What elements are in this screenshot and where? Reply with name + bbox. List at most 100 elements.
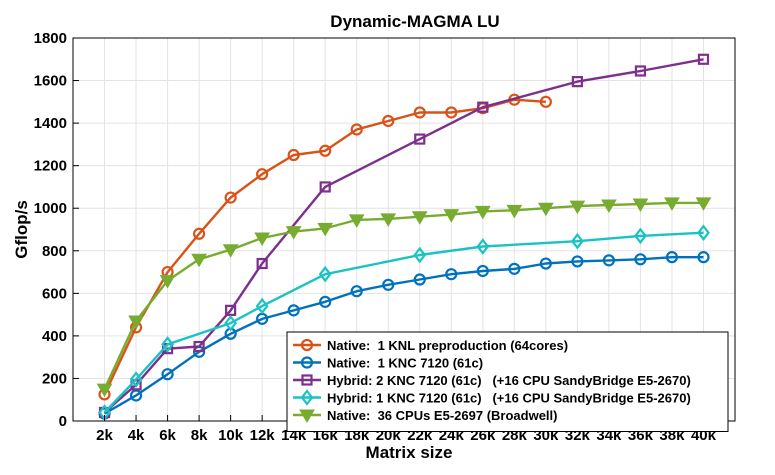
data-point xyxy=(445,106,458,119)
series-layer xyxy=(96,53,712,421)
y-tick-label: 1200 xyxy=(34,158,67,175)
data-point xyxy=(571,255,584,268)
data-point xyxy=(414,133,426,145)
legend-label: Native: 36 CPUs E5-2697 (Broadwell) xyxy=(327,408,557,423)
data-point xyxy=(256,257,268,270)
data-point xyxy=(256,168,269,181)
legend-label: Hybrid: 2 KNC 7120 (61c) (+16 CPU SandyB… xyxy=(327,373,691,388)
legend: Native: 1 KNL preproduction (64cores) Nat… xyxy=(286,331,729,432)
data-point xyxy=(287,304,300,317)
data-point xyxy=(570,232,584,250)
data-point xyxy=(348,214,365,228)
data-point xyxy=(129,371,143,388)
data-point xyxy=(477,101,489,113)
data-point xyxy=(224,314,238,332)
data-point xyxy=(255,297,269,315)
series-0 xyxy=(98,93,552,401)
y-tick-label: 1800 xyxy=(34,30,67,47)
legend-label: Native: 1 KNL preproduction (64cores) xyxy=(327,338,568,353)
data-point xyxy=(476,264,489,278)
y-tick-label: 1400 xyxy=(34,115,67,132)
data-point xyxy=(569,200,586,215)
legend-entry: Native: 1 KNC 7120 (61c) xyxy=(293,356,483,371)
data-point xyxy=(382,278,395,291)
x-tick-label: 6k xyxy=(159,427,176,444)
x-tick-label: 8k xyxy=(191,427,208,444)
legend-marker xyxy=(300,338,314,352)
data-point xyxy=(161,336,174,353)
data-point xyxy=(285,226,302,240)
data-point xyxy=(350,285,363,298)
data-point xyxy=(319,181,331,193)
data-point xyxy=(445,268,458,281)
x-tick-label: 4k xyxy=(128,427,145,444)
data-point xyxy=(697,224,710,241)
data-point xyxy=(634,65,647,77)
data-point xyxy=(506,204,523,219)
data-point xyxy=(508,262,521,275)
data-point xyxy=(413,246,427,264)
data-point xyxy=(601,199,617,214)
data-point xyxy=(159,275,176,289)
data-point xyxy=(380,213,397,227)
data-point xyxy=(632,198,649,212)
x-axis-title: Matrix size xyxy=(366,443,453,462)
data-point xyxy=(695,197,712,211)
data-point xyxy=(571,76,583,88)
data-point xyxy=(350,123,363,136)
y-tick-label: 200 xyxy=(42,370,67,387)
data-point xyxy=(224,191,237,204)
x-tick-label: 12k xyxy=(250,427,276,444)
legend-entry: Hybrid: 1 KNC 7120 (61c) (+16 CPU SandyB… xyxy=(293,389,691,406)
data-point xyxy=(129,389,143,402)
data-point xyxy=(161,368,174,381)
y-tick-label: 0 xyxy=(59,413,67,430)
data-point xyxy=(697,53,710,65)
data-point xyxy=(191,253,207,268)
y-tick-label: 1000 xyxy=(34,200,67,217)
y-tick-label: 1600 xyxy=(34,73,67,90)
legend-marker xyxy=(299,409,315,423)
legend-label: Hybrid: 1 KNC 7120 (61c) (+16 CPU SandyB… xyxy=(327,391,691,406)
data-point xyxy=(96,383,113,398)
data-point xyxy=(192,227,206,240)
data-point xyxy=(537,202,554,217)
data-point xyxy=(411,211,428,225)
legend-label: Native: 1 KNC 7120 (61c) xyxy=(327,356,483,371)
legend-entry: Hybrid: 2 KNC 7120 (61c) (+16 CPU SandyB… xyxy=(293,373,691,388)
x-tick-label: 10k xyxy=(218,427,244,444)
legend-marker xyxy=(300,389,314,406)
data-point xyxy=(413,273,426,286)
legend-marker xyxy=(301,374,313,386)
data-point xyxy=(413,106,426,119)
data-point xyxy=(287,148,300,162)
data-point xyxy=(128,315,144,329)
data-point xyxy=(254,232,271,247)
y-tick-label: 400 xyxy=(42,328,67,345)
data-point xyxy=(664,197,680,211)
data-point xyxy=(634,253,647,266)
x-tick-label: 2k xyxy=(96,427,113,444)
y-tick-label: 600 xyxy=(42,285,67,302)
series-line xyxy=(103,58,704,414)
data-point xyxy=(317,222,334,237)
data-point xyxy=(539,257,552,270)
legend-marker xyxy=(300,356,314,369)
data-point xyxy=(476,238,490,255)
data-point xyxy=(193,340,205,353)
data-point xyxy=(319,144,332,157)
data-point xyxy=(382,114,395,128)
legend-entry: Native: 36 CPUs E5-2697 (Broadwell) xyxy=(293,408,557,423)
series-4 xyxy=(96,197,712,398)
data-point xyxy=(665,251,679,264)
data-point xyxy=(222,244,239,258)
data-point xyxy=(443,209,460,223)
series-line xyxy=(103,98,546,395)
chart-title: Dynamic-MAGMA LU xyxy=(330,12,499,31)
legend-box xyxy=(286,331,729,432)
y-axis-title: Gflop/s xyxy=(12,200,31,259)
data-point xyxy=(634,227,647,245)
y-tick-label: 800 xyxy=(42,243,67,260)
series-line xyxy=(103,231,704,414)
